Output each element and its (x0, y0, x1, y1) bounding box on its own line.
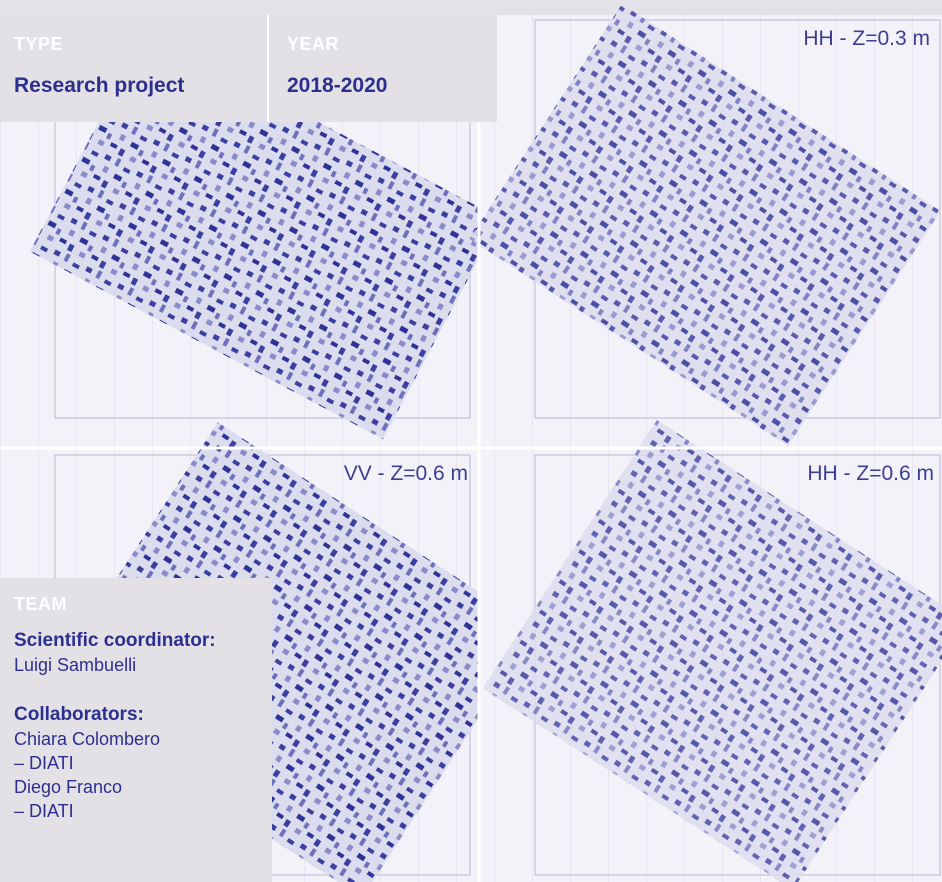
year-label: YEAR (287, 34, 340, 54)
role-title: Collaborators: (14, 704, 144, 725)
member: Chiara Colombero (14, 729, 161, 749)
year-value: 2018-2020 (287, 74, 388, 97)
info-divider (267, 15, 269, 122)
role-title: Scientific coordinator: (14, 630, 216, 651)
map-label: HH - Z=0.6 m (807, 462, 934, 485)
member: – DIATI (14, 801, 74, 821)
type-label: TYPE (14, 34, 64, 54)
team-box: TEAM Scientific coordinator: Luigi Sambue… (0, 578, 272, 882)
map-panel (469, 4, 942, 447)
type-value: Research project (14, 74, 185, 97)
member: Diego Franco (14, 777, 123, 797)
map-panel (480, 420, 942, 882)
map-label: HH - Z=0.3 m (803, 27, 930, 50)
member: Luigi Sambuelli (14, 655, 137, 675)
map-label: VV - Z=0.6 m (344, 462, 468, 485)
team-heading: TEAM (14, 594, 67, 614)
member: – DIATI (14, 753, 74, 773)
info-box: TYPE Research project YEAR 2018-2020 (0, 15, 497, 122)
